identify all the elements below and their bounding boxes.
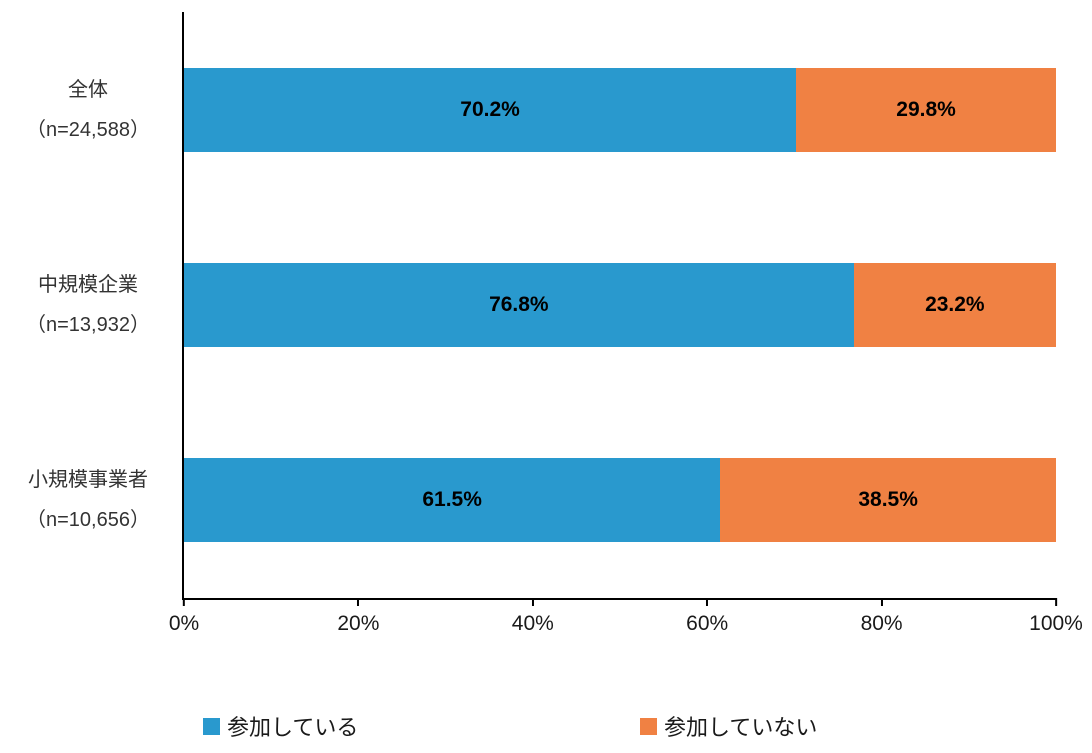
legend-label: 参加していない [664, 715, 818, 740]
stacked-bar: 70.2% 29.8% [184, 67, 1056, 152]
x-axis-tick: 100% [1029, 598, 1083, 636]
category-label: 全体 （n=24,588） [2, 70, 174, 150]
data-label: 23.2% [925, 292, 985, 316]
legend-color-swatch [203, 717, 220, 735]
data-label: 70.2% [460, 97, 520, 121]
category-sample-size: （n=13,932） [26, 313, 150, 336]
x-axis-tick: 0% [169, 598, 199, 636]
data-label: 61.5% [422, 488, 482, 512]
tick-mark [1055, 598, 1057, 606]
tick-mark [706, 598, 709, 606]
bar-segment-participating: 70.2% [184, 67, 797, 152]
category-name: 小規模事業者 [28, 469, 148, 492]
data-label: 76.8% [489, 292, 549, 316]
tick-label: 80% [860, 612, 903, 635]
stacked-bar: 76.8% 23.2% [184, 262, 1056, 347]
data-label: 29.8% [896, 97, 956, 121]
chart-row: 小規模事業者 （n=10,656） 61.5% 38.5% [26, 403, 1056, 598]
x-axis: 0% 20% 40% 60% 80% 100% [169, 598, 1083, 648]
legend-item: 参加していない [640, 710, 817, 742]
tick-label: 40% [511, 612, 554, 635]
legend-color-swatch [640, 717, 657, 735]
legend: 参加している 参加していない [0, 710, 1092, 744]
bar-segment-not-participating: 23.2% [853, 262, 1056, 347]
legend-label: 参加している [227, 715, 359, 740]
tick-label: 20% [337, 612, 380, 635]
category-name: 中規模企業 [38, 273, 138, 296]
data-label: 38.5% [858, 488, 918, 512]
tick-mark [880, 598, 883, 606]
bar-segment-not-participating: 38.5% [720, 458, 1056, 543]
category-name: 全体 [68, 78, 108, 101]
tick-mark [531, 598, 534, 606]
legend-item: 参加している [203, 710, 358, 742]
stacked-bar: 61.5% 38.5% [184, 458, 1056, 543]
category-sample-size: （n=24,588） [26, 118, 150, 141]
category-label: 中規模企業 （n=13,932） [2, 265, 174, 345]
tick-label: 100% [1029, 612, 1083, 635]
category-sample-size: （n=10,656） [26, 509, 150, 532]
bar-segment-not-participating: 29.8% [796, 67, 1056, 152]
chart-row: 中規模企業 （n=13,932） 76.8% 23.2% [26, 207, 1056, 402]
x-axis-tick: 40% [512, 598, 554, 636]
tick-label: 0% [168, 612, 200, 635]
chart-rows: 全体 （n=24,588） 70.2% 29.8% 中規模企業 （n=13,932） 76.… [26, 12, 1056, 598]
tick-label: 60% [686, 612, 729, 635]
bar-segment-participating: 61.5% [184, 458, 721, 543]
x-axis-tick: 20% [337, 598, 379, 636]
x-axis-tick: 60% [686, 598, 728, 636]
bar-segment-participating: 76.8% [184, 262, 854, 347]
plot-area: 全体 （n=24,588） 70.2% 29.8% 中規模企業 （n=13,932） 76.… [26, 12, 1083, 635]
x-axis-tick: 80% [861, 598, 903, 636]
tick-mark [357, 598, 360, 606]
category-label: 小規模事業者 （n=10,656） [2, 460, 174, 540]
tick-mark [182, 598, 185, 606]
chart-row: 全体 （n=24,588） 70.2% 29.8% [26, 12, 1056, 207]
